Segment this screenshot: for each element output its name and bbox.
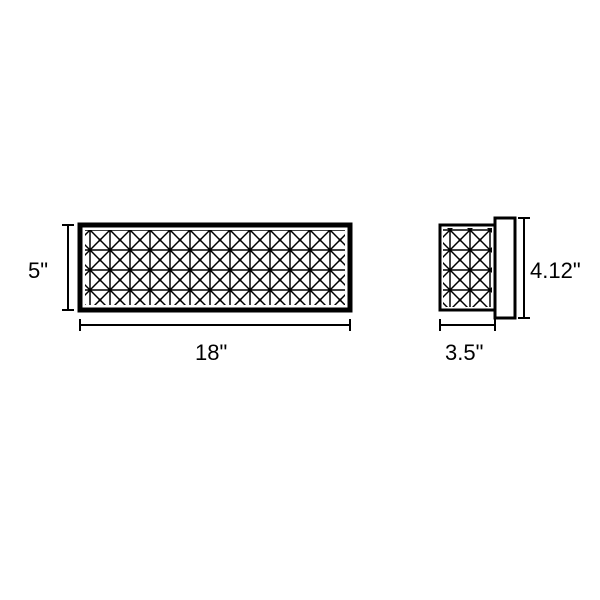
technical-drawing-container: 5" 18" 4.12" 3.5" (0, 0, 600, 600)
front-height-dim (62, 225, 74, 310)
front-width-label: 18" (195, 340, 227, 366)
front-view (62, 225, 350, 331)
side-depth-label: 4.12" (530, 258, 581, 284)
side-pattern (443, 228, 492, 307)
side-width-dim (440, 319, 495, 331)
side-width-label: 3.5" (445, 340, 483, 366)
diagram-svg (0, 0, 600, 600)
side-backplate (495, 218, 515, 318)
front-pattern (85, 230, 345, 305)
front-width-dim (80, 319, 350, 331)
front-height-label: 5" (28, 258, 48, 284)
side-view (440, 218, 530, 331)
side-depth-dim (518, 218, 530, 318)
